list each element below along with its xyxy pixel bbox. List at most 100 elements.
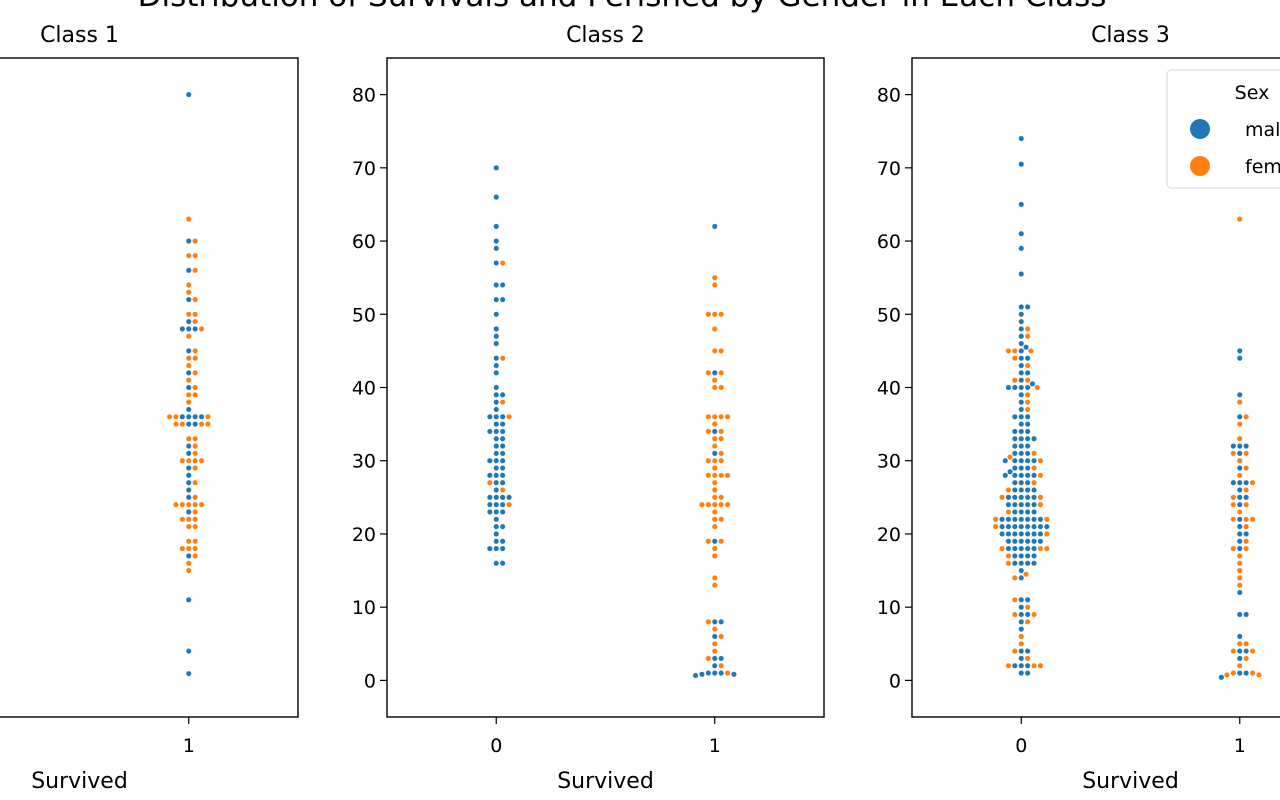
swarm-point [1018, 567, 1025, 574]
swarm-point [173, 413, 179, 420]
swarm-point [486, 501, 493, 508]
swarm-point [724, 413, 731, 420]
y-tick-label: 80 [352, 85, 376, 107]
swarm-point [718, 516, 725, 523]
swarm-point [1236, 538, 1243, 545]
swarm-point [192, 252, 198, 259]
swarm-point [1018, 604, 1025, 611]
swarm-point [506, 494, 512, 501]
swarm-point [185, 238, 192, 244]
swarm-point [1031, 611, 1037, 618]
swarm-point [1037, 531, 1044, 537]
swarm-point [493, 391, 500, 398]
swarm-point [1236, 560, 1243, 567]
swarm-point [711, 494, 718, 501]
swarm-point [711, 516, 718, 523]
swarm-point [1243, 545, 1250, 552]
swarm-point [1005, 553, 1012, 559]
swarm-point [1236, 582, 1243, 589]
swarm-point [1011, 560, 1018, 567]
swarm-point [1243, 479, 1250, 486]
swarm-point [1011, 596, 1018, 603]
swarm-point [179, 457, 186, 464]
swarm-point [493, 164, 500, 171]
swarm-point [1018, 399, 1025, 405]
swarm-point [499, 501, 506, 508]
swarm-point [192, 238, 198, 244]
swarm-point [1024, 450, 1031, 457]
swarm-point [1011, 575, 1018, 581]
swarm-point [179, 326, 186, 332]
y-tick-label: 70 [352, 158, 376, 180]
swarm-point [499, 413, 506, 420]
swarm-point [1230, 443, 1237, 449]
swarm-point [1024, 326, 1031, 332]
swarm-point [1236, 589, 1243, 596]
swarm-point [192, 553, 198, 559]
swarm-point [1018, 472, 1025, 479]
swarm-point [1236, 553, 1243, 559]
swarm-point [1031, 545, 1037, 552]
swarm-point [724, 670, 731, 676]
swarm-point [499, 538, 506, 545]
swarm-point [1236, 435, 1243, 442]
swarm-point [1230, 648, 1237, 654]
swarm-point [179, 501, 186, 508]
swarm-point [711, 413, 718, 420]
swarm-point [1024, 479, 1031, 486]
x-tick-label: 0 [1015, 735, 1027, 757]
swarm-point [1024, 648, 1031, 654]
swarm-point [1024, 428, 1031, 435]
swarm-point [1005, 545, 1012, 552]
swarm-point [1031, 465, 1037, 471]
plot-frame [386, 57, 825, 718]
swarm-point [185, 509, 192, 515]
swarm-point [1018, 230, 1025, 237]
swarm-point [1018, 655, 1025, 662]
swarm-point [1024, 670, 1031, 676]
swarm-point [192, 391, 198, 398]
swarm-point [1024, 553, 1031, 559]
x-tick-label: 1 [709, 735, 721, 757]
swarm-point [1256, 672, 1262, 678]
swarm-point [192, 348, 198, 354]
swarm-point [173, 501, 179, 508]
swarm-point [724, 472, 731, 479]
swarm-point [1243, 640, 1250, 647]
swarm-point [205, 413, 211, 420]
swarm-point [711, 487, 718, 493]
swarm-point [493, 311, 500, 318]
swarm-point [1243, 611, 1250, 618]
swarm-point [1011, 611, 1018, 618]
swarm-point [1031, 516, 1037, 523]
swarm-point [1044, 531, 1050, 537]
swarm-point [699, 501, 705, 508]
swarm-point [1005, 494, 1012, 501]
swarm-point [1002, 472, 1009, 479]
swarm-point [185, 523, 192, 530]
swarm-point [493, 362, 500, 369]
swarm-point [718, 457, 725, 464]
swarm-point [185, 362, 192, 369]
swarm-point [711, 626, 718, 632]
swarm-point [185, 370, 192, 376]
swarm-point [1024, 304, 1031, 310]
swarm-point [1011, 479, 1018, 486]
swarm-point [711, 479, 718, 486]
swarm-point [185, 435, 192, 442]
swarm-point [1024, 516, 1031, 523]
swarm-point [1236, 567, 1243, 574]
swarm-point [1044, 516, 1050, 523]
y-tick-label: 40 [352, 378, 376, 400]
swarm-point [1018, 538, 1025, 545]
swarm-point [185, 567, 192, 574]
swarm-point [1018, 560, 1025, 567]
swarm-point [185, 421, 192, 427]
swarm-point [1243, 450, 1250, 457]
swarm-point [711, 282, 718, 288]
swarm-point [166, 413, 173, 420]
swarm-point [711, 274, 718, 281]
swarm-point [1018, 421, 1025, 427]
swarm-point [1024, 421, 1031, 427]
swarm-point [1236, 421, 1243, 427]
